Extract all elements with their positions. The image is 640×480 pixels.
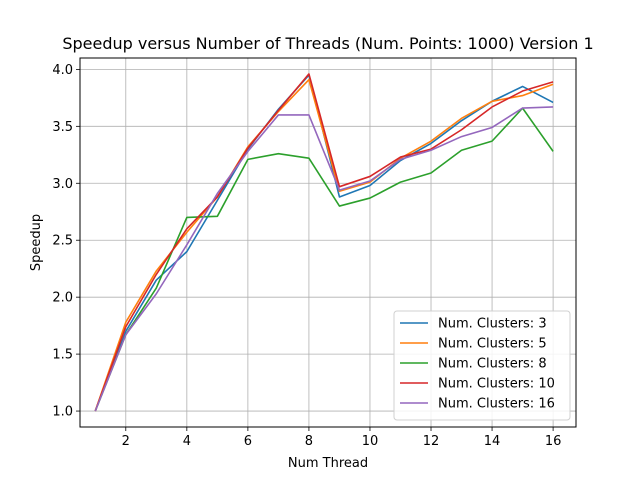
y-tick-label: 2.0 — [52, 291, 73, 306]
y-axis-ticks: 1.0 1.5 2.0 2.5 3.0 3.5 4.0 — [52, 63, 80, 420]
x-tick-label: 8 — [305, 434, 313, 449]
series-line-5 — [94, 106, 554, 412]
y-tick-label: 4.0 — [52, 63, 73, 78]
x-tick-label: 2 — [122, 434, 130, 449]
chart-title: Speedup versus Number of Threads (Num. P… — [62, 34, 593, 53]
legend-label: Num. Clusters: 3 — [438, 317, 547, 332]
x-tick-label: 10 — [362, 434, 379, 449]
y-tick-label: 1.5 — [52, 348, 73, 363]
legend: Num. Clusters: 3 Num. Clusters: 5 Num. Clu… — [393, 310, 571, 421]
legend-label: Num. Clusters: 8 — [438, 357, 547, 372]
series-line-4 — [94, 73, 554, 412]
y-axis-label: Speedup — [29, 214, 44, 271]
x-tick-label: 12 — [423, 434, 440, 449]
y-tick-label: 3.5 — [52, 120, 73, 135]
plot-area-frame — [79, 57, 577, 428]
series-lines — [94, 73, 554, 412]
y-tick-label: 3.0 — [52, 177, 73, 192]
legend-label: Num. Clusters: 10 — [438, 377, 555, 392]
x-tick-label: 14 — [484, 434, 501, 449]
legend-label: Num. Clusters: 16 — [438, 397, 555, 412]
y-tick-label: 2.5 — [52, 234, 73, 249]
legend-box — [393, 310, 571, 421]
x-tick-label: 4 — [183, 434, 191, 449]
x-axis-label: Num Thread — [288, 456, 368, 471]
y-tick-label: 1.0 — [52, 405, 73, 420]
legend-label: Num. Clusters: 5 — [438, 337, 547, 352]
x-tick-label: 16 — [545, 434, 562, 449]
x-tick-label: 6 — [244, 434, 252, 449]
x-axis-ticks: 2 4 6 8 10 12 14 16 — [122, 427, 562, 449]
